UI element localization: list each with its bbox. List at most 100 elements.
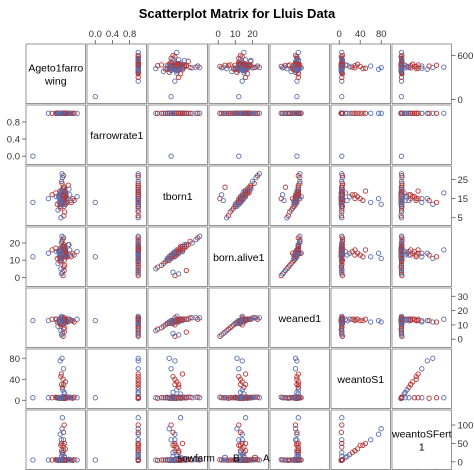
- data-point-87-5-3: [237, 376, 244, 382]
- data-point-82-5-3: [239, 358, 245, 364]
- data-point-24-1-3: [249, 110, 256, 116]
- data-point-108-0-5: [339, 64, 345, 70]
- data-point-64-2-1: [135, 186, 141, 192]
- data-point-51-1-3: [251, 110, 257, 116]
- data-point-73-3-2: [155, 264, 161, 270]
- data-point-71-1-2: [183, 110, 189, 116]
- data-point-106-5-2: [174, 395, 180, 401]
- data-point-98-0-3: [239, 78, 245, 84]
- data-point-71-2-6: [398, 184, 405, 190]
- data-point-85-1-5: [362, 110, 369, 116]
- data-point-81-5-0: [59, 384, 66, 390]
- legend-entry-0: B: [233, 454, 240, 465]
- data-point-97-2-0: [71, 197, 77, 204]
- data-point-88-1-2: [168, 153, 174, 159]
- data-point-111-1-3: [242, 110, 249, 116]
- data-point-71-2-1: [135, 184, 141, 190]
- data-point-24-2-1: [135, 178, 141, 185]
- data-point-24-1-2: [189, 110, 195, 116]
- data-point-109-0-6: [408, 63, 414, 69]
- data-point-104-2-6: [441, 190, 447, 196]
- data-point-96-0-1: [135, 49, 141, 56]
- data-point-49-6-3: [232, 457, 238, 463]
- data-point-51-2-0: [59, 180, 65, 187]
- data-point-103-2-1: [135, 199, 141, 206]
- data-point-20-2-0: [55, 207, 61, 213]
- data-point-111-6-1: [135, 457, 141, 463]
- data-point-86-2-5: [378, 201, 384, 207]
- data-point-64-2-6: [398, 186, 405, 192]
- data-point-84-5-4: [294, 389, 300, 396]
- data-point-66-1-0: [67, 110, 74, 116]
- data-point-109-5-3: [242, 381, 249, 388]
- data-point-109-4-2: [176, 316, 182, 322]
- y-tick-label-2-2: 25: [458, 175, 469, 186]
- data-point-102-6-3: [239, 437, 245, 443]
- data-point-20-3-6: [398, 260, 405, 267]
- y-tick-label-6-2: 100: [458, 421, 474, 432]
- data-point-83-5-4: [295, 379, 301, 385]
- data-point-75-3-6: [399, 235, 405, 241]
- data-point-49-3-6: [398, 257, 405, 263]
- data-point-70-5-3: [220, 395, 226, 401]
- data-point-81-0-5: [349, 64, 355, 70]
- data-point-109-6-2: [176, 448, 182, 454]
- cell-frame-4-2: [147, 287, 208, 348]
- data-point-77-5-0: [58, 381, 65, 388]
- data-point-73-6-2: [155, 457, 161, 464]
- data-point-11-3-6: [398, 259, 405, 265]
- data-point-71-1-3: [222, 110, 228, 116]
- data-point-97-0-6: [399, 52, 405, 59]
- data-point-87-0-5: [357, 63, 363, 70]
- data-point-80-5-6: [419, 366, 425, 372]
- data-point-87-4-5: [357, 317, 363, 324]
- data-point-88-1-6: [398, 153, 405, 159]
- data-point-25-1-3: [227, 110, 233, 116]
- data-point-75-3-2: [195, 235, 201, 241]
- data-point-108-5-2: [166, 395, 172, 401]
- data-point-99-4-0: [49, 316, 55, 322]
- data-point-64-5-3: [248, 395, 254, 401]
- data-point-99-0-3: [242, 74, 249, 81]
- data-point-110-5-3: [239, 395, 245, 401]
- data-point-109-5-1: [135, 381, 141, 388]
- data-point-69-0-3: [217, 63, 223, 70]
- data-point-107-6-4: [294, 440, 300, 447]
- data-point-99-2-0: [49, 192, 55, 198]
- data-point-86-5-2: [166, 355, 172, 361]
- data-point-11-2-1: [135, 205, 141, 211]
- data-point-104-1-6: [441, 110, 447, 116]
- data-point-88-0-2: [168, 93, 174, 100]
- data-point-105-6-5: [338, 429, 344, 436]
- data-point-108-6-2: [166, 457, 172, 463]
- data-point-111-1-2: [177, 110, 184, 116]
- data-point-111-2-1: [135, 190, 141, 196]
- data-point-111-4-0: [62, 316, 68, 322]
- data-point-60-2-0: [67, 192, 73, 198]
- variable-label-5: weantoS1: [336, 374, 384, 386]
- data-point-96-6-2: [174, 457, 180, 463]
- data-point-105-3-1: [135, 252, 141, 258]
- data-point-106-1-2: [174, 110, 180, 116]
- data-point-107-6-0: [61, 440, 68, 447]
- data-point-110-2-1: [135, 197, 141, 204]
- data-point-51-2-5: [339, 180, 346, 187]
- data-point-73-2-4: [285, 213, 291, 219]
- data-point-82-1-5: [375, 110, 382, 116]
- data-point-105-6-4: [294, 429, 300, 436]
- data-point-49-2-1: [135, 203, 141, 209]
- cell-frames: [25, 43, 452, 470]
- data-point-25-5-2: [158, 395, 165, 401]
- data-point-70-1-3: [220, 110, 226, 116]
- data-point-108-0-6: [398, 64, 405, 70]
- data-point-67-0-5: [339, 71, 346, 77]
- data-point-69-3-1: [135, 272, 141, 279]
- data-point-85-5-0: [58, 371, 64, 377]
- data-point-111-1-6: [398, 110, 405, 116]
- data-point-49-3-5: [339, 257, 345, 263]
- data-point-76-0-5: [347, 64, 353, 70]
- data-point-32-5-3: [253, 394, 259, 400]
- data-point-80-2-6: [419, 199, 425, 206]
- data-point-20-2-6: [398, 207, 405, 213]
- data-point-25-2-0: [61, 209, 68, 215]
